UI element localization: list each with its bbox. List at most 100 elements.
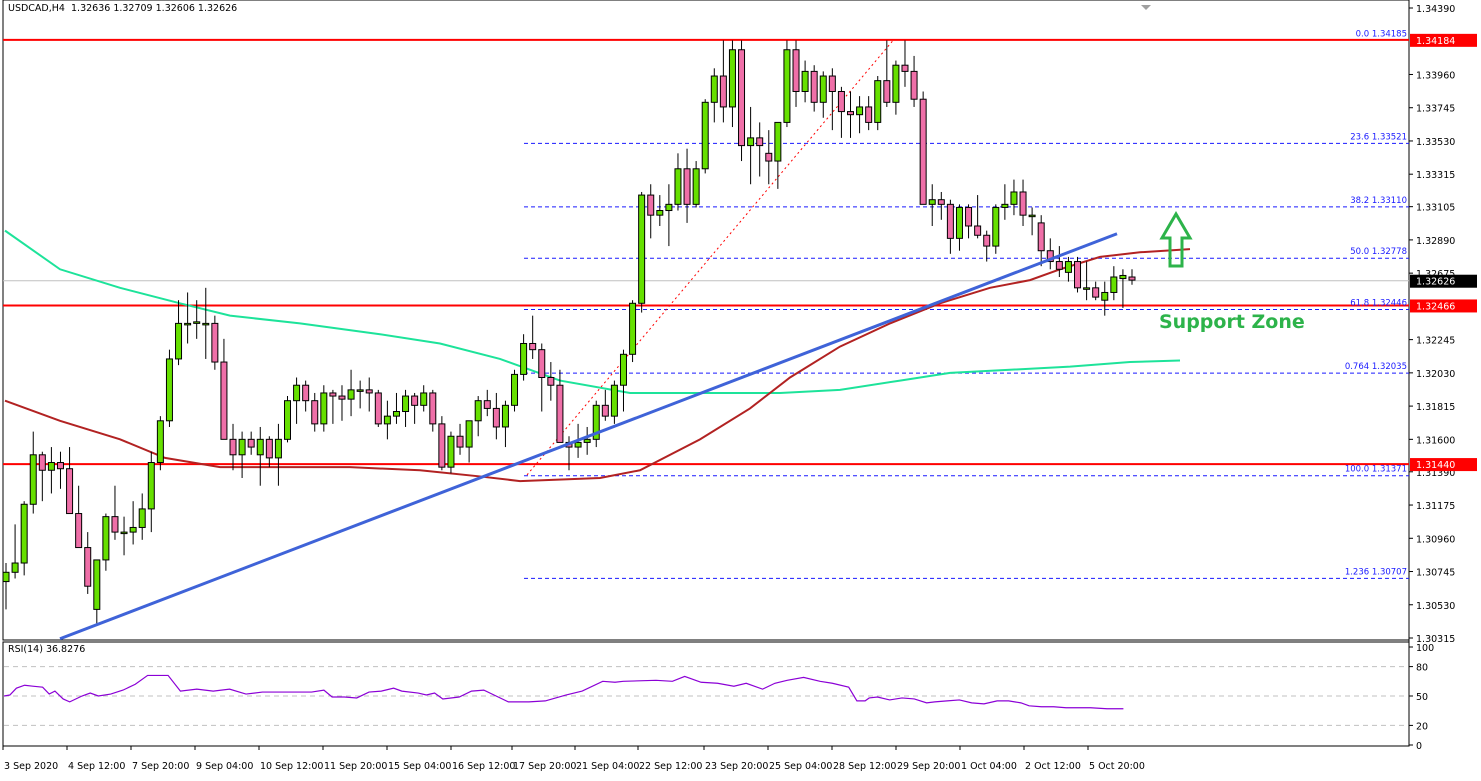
candle [102, 513, 110, 571]
candle [883, 40, 891, 107]
candle [202, 287, 210, 359]
rsi-tick-label: 50 [1416, 692, 1428, 703]
bear-candle-body [965, 206, 973, 227]
bear-candle-body [865, 106, 873, 123]
candle [175, 300, 183, 366]
price-tick-label: 1.33105 [1416, 203, 1455, 214]
bull-candle-body [955, 206, 963, 239]
bear-candle-body [311, 400, 319, 425]
time-tick-label: 17 Sep 20:00 [513, 761, 576, 772]
candle [1046, 238, 1054, 270]
bear-candle-body [75, 513, 83, 549]
candle [529, 315, 537, 359]
candle [138, 493, 146, 540]
bear-candle-body [1055, 261, 1063, 270]
candle [465, 420, 473, 463]
bull-candle-body [1001, 203, 1009, 208]
candle [320, 385, 328, 432]
candle [638, 191, 646, 313]
bear-candle-body [1092, 287, 1100, 298]
candle [1028, 207, 1036, 236]
candle [1037, 215, 1045, 267]
bull-candle-body [156, 420, 164, 464]
bear-candle-body [483, 400, 491, 409]
bull-candle-body [501, 404, 509, 428]
bull-candle-body [665, 203, 673, 212]
candle [810, 65, 818, 112]
candle [492, 392, 500, 440]
price-tick-label: 1.31600 [1416, 435, 1455, 446]
candle [583, 426, 591, 455]
bear-candle-body [792, 49, 800, 92]
bear-candle-body [220, 361, 228, 440]
candle [865, 96, 873, 131]
bull-candle-body [629, 302, 637, 355]
bull-candle-body [583, 438, 591, 443]
bull-candle-body [465, 420, 473, 448]
fib-level-label: 0.0 1.34185 [1356, 30, 1407, 40]
bear-candle-body [983, 234, 991, 247]
ascending-trend-line[interactable] [59, 232, 1118, 641]
candle [538, 343, 546, 412]
candle [1010, 179, 1018, 216]
bull-candle-body [120, 531, 128, 535]
bull-candle-body [29, 454, 37, 505]
rsi-indicator: 100 80 50 20 0 [3, 643, 1434, 752]
candle [1128, 269, 1136, 285]
candle [84, 532, 92, 594]
bull-candle-body [1028, 214, 1036, 218]
chart-shift-marker-icon[interactable] [1141, 5, 1151, 10]
price-tag-label: 1.32626 [1416, 277, 1455, 288]
rsi-title: RSI(14) 36.8276 [8, 644, 86, 655]
price-tick-label: 1.32675 [1416, 269, 1455, 280]
candle [365, 377, 373, 412]
bull-candle-body [701, 101, 709, 170]
candle [66, 447, 74, 515]
price-tag-label: 1.32466 [1416, 301, 1455, 312]
candle [1110, 266, 1118, 301]
candle [184, 292, 192, 344]
bear-candle-body [883, 80, 891, 103]
price-tick-label: 1.33960 [1416, 70, 1455, 81]
bear-candle-body [38, 454, 46, 471]
candle [710, 68, 718, 123]
bull-candle-body [20, 503, 28, 564]
trend-line[interactable] [59, 232, 1118, 641]
fibonacci-levels[interactable]: 0.0 1.34185 23.6 1.33521 38.2 1.33110 50.0 … [524, 30, 1409, 579]
bear-candle-body [910, 70, 918, 100]
price-tag [1410, 458, 1477, 472]
candle [828, 68, 836, 131]
candle [619, 349, 627, 412]
bear-candle-body [756, 137, 764, 147]
bull-candle-body [147, 462, 155, 510]
bull-candle-body [293, 384, 301, 402]
candle [1092, 281, 1100, 301]
bull-candle-body [656, 210, 664, 216]
price-tick-label: 1.33530 [1416, 137, 1455, 148]
bull-candle-body [347, 389, 355, 400]
bull-candle-body [1110, 276, 1118, 293]
candle [892, 60, 900, 115]
bull-candle-body [320, 392, 328, 425]
candle [556, 369, 564, 443]
rsi-tick-label: 20 [1416, 721, 1428, 732]
rsi-tick-label: 0 [1416, 741, 1422, 752]
bull-candle-body [619, 353, 627, 386]
bear-candle-body [647, 194, 655, 216]
annotations: Support Zone [1159, 211, 1305, 333]
candle [919, 91, 927, 205]
candle [420, 385, 428, 412]
candle [747, 106, 755, 185]
bear-candle-body [556, 384, 564, 443]
candle [293, 377, 301, 424]
price-tag [1410, 299, 1477, 313]
bull-candle-body [447, 435, 455, 468]
candle [438, 416, 446, 471]
candle [329, 389, 337, 424]
bear-candle-body [974, 225, 982, 236]
candle [302, 380, 310, 412]
candle [738, 40, 746, 162]
price-tick-label: 1.32245 [1416, 336, 1455, 347]
